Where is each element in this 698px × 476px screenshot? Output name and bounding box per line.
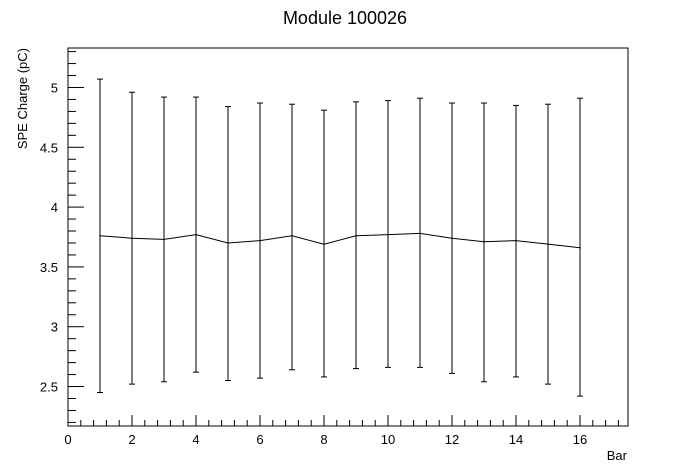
data-point (163, 238, 165, 241)
data-point (131, 237, 133, 239)
data-point (419, 232, 421, 235)
data-point (547, 243, 549, 245)
data-point (515, 239, 517, 242)
data-point (99, 235, 101, 237)
data-point (579, 246, 581, 249)
data-point (355, 235, 357, 237)
x-tick-label: 2 (128, 432, 135, 447)
data-point (195, 233, 197, 236)
data-point (323, 243, 325, 245)
data-point (387, 233, 389, 236)
series-line (99, 232, 581, 249)
x-axis: 0 2 4 6 8 10 12 14 16 (64, 415, 619, 447)
x-axis-label: Bar (607, 448, 628, 463)
plot-frame (67, 47, 629, 427)
x-tick-label: 4 (192, 432, 199, 447)
x-tick-label: 0 (64, 432, 71, 447)
x-tick-label: 8 (320, 432, 327, 447)
series-layer (99, 232, 581, 249)
error-bars (97, 78, 583, 397)
y-tick-label: 3.5 (40, 260, 58, 275)
x-tick-label: 6 (256, 432, 263, 447)
y-tick-label: 2.5 (40, 380, 58, 395)
y-tick-label: 3 (51, 320, 58, 335)
y-axis-label: SPE Charge (pC) (15, 48, 30, 149)
x-tick-label: 14 (509, 432, 523, 447)
y-tick-label: 5 (51, 80, 58, 95)
x-tick-label: 10 (381, 432, 395, 447)
x-tick-label: 12 (445, 432, 459, 447)
y-axis: 2.5 3 3.5 4 4.5 5 (40, 51, 84, 423)
y-tick-label: 4.5 (40, 140, 58, 155)
y-tick-label: 4 (51, 200, 58, 215)
x-tick-label: 16 (573, 432, 587, 447)
chart-title: Module 100026 (283, 8, 407, 28)
data-point (227, 242, 229, 244)
data-point (451, 237, 453, 239)
data-point (483, 240, 485, 243)
data-point (259, 239, 261, 242)
data-point (291, 235, 293, 237)
